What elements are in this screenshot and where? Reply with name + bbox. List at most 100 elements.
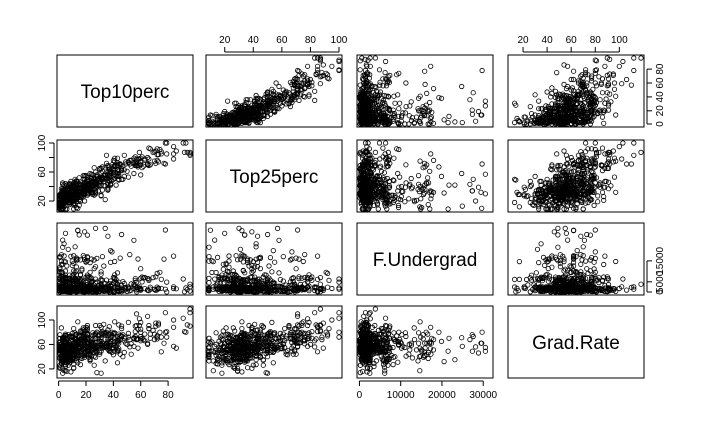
data-point — [595, 199, 601, 205]
data-point — [357, 149, 363, 155]
data-point — [187, 152, 193, 158]
data-point — [294, 90, 301, 97]
data-point — [599, 189, 606, 195]
data-point — [375, 105, 381, 111]
scatter-panel-Top25perc-vs-Grad.Rate — [511, 140, 644, 212]
data-point — [371, 191, 377, 198]
data-point — [60, 193, 66, 199]
data-point — [272, 108, 278, 114]
data-point — [363, 62, 369, 68]
data-point — [317, 58, 323, 64]
data-point — [381, 92, 387, 99]
data-point — [249, 115, 255, 121]
data-point — [113, 170, 119, 176]
data-point — [82, 198, 88, 204]
data-point — [304, 82, 311, 88]
data-point — [246, 117, 252, 124]
data-point — [409, 184, 415, 190]
data-point — [427, 99, 433, 106]
data-point — [164, 151, 170, 157]
data-point — [377, 79, 383, 85]
data-point — [181, 289, 188, 295]
data-point — [364, 179, 370, 185]
data-point — [171, 151, 177, 157]
data-point — [631, 67, 637, 74]
data-point — [363, 86, 369, 92]
data-point — [277, 92, 283, 99]
data-point — [554, 151, 560, 157]
data-point — [296, 72, 302, 79]
data-point — [377, 82, 383, 88]
data-point — [365, 93, 372, 99]
data-point — [243, 97, 249, 103]
data-point — [113, 173, 119, 179]
data-point — [294, 67, 301, 74]
scatter-panel-Top25perc-vs-Top10perc — [57, 140, 193, 212]
data-point — [357, 67, 363, 73]
data-point — [387, 201, 393, 207]
data-point — [125, 174, 131, 180]
data-point — [427, 206, 433, 212]
data-point — [459, 170, 465, 177]
data-point — [372, 175, 378, 182]
data-point — [162, 286, 168, 292]
data-point — [371, 106, 378, 112]
data-point — [366, 82, 372, 88]
data-point — [373, 113, 379, 119]
data-point — [607, 71, 613, 77]
data-point — [91, 180, 97, 186]
data-point — [317, 81, 323, 87]
data-point — [279, 103, 285, 109]
data-point — [283, 88, 289, 94]
data-point — [532, 92, 538, 98]
data-point — [376, 140, 383, 146]
data-point — [424, 90, 430, 97]
data-point — [408, 175, 414, 182]
data-point — [357, 178, 363, 184]
scatter-panel-F.Undergrad-vs-Top25perc — [206, 225, 342, 295]
data-point — [469, 111, 475, 117]
data-point — [409, 115, 415, 121]
data-point — [521, 121, 527, 127]
data-point — [421, 113, 427, 119]
data-point — [619, 156, 625, 162]
data-point — [416, 189, 422, 195]
data-point — [515, 117, 521, 124]
data-point — [430, 86, 437, 92]
data-point — [550, 118, 556, 124]
data-point — [260, 104, 266, 110]
data-point — [294, 86, 301, 92]
data-point — [154, 152, 160, 158]
data-point — [69, 184, 75, 190]
data-point — [240, 259, 246, 265]
data-point — [319, 70, 325, 76]
data-point — [587, 89, 594, 95]
data-point — [314, 55, 321, 61]
data-point — [610, 71, 616, 77]
data-point — [57, 206, 63, 212]
data-point — [360, 106, 366, 112]
data-point — [139, 165, 145, 171]
data-point — [579, 91, 585, 97]
data-point — [394, 72, 400, 78]
data-point — [158, 276, 164, 282]
data-point — [206, 120, 212, 126]
data-point — [588, 113, 595, 119]
data-point — [376, 67, 383, 73]
data-point — [329, 285, 335, 292]
data-point — [578, 261, 584, 267]
data-point — [527, 104, 533, 110]
data-point — [273, 80, 279, 86]
data-point — [581, 100, 588, 106]
data-point — [94, 173, 100, 179]
data-point — [574, 100, 580, 106]
data-point — [397, 100, 403, 106]
data-point — [411, 197, 417, 203]
data-point — [548, 94, 554, 100]
data-point — [479, 205, 485, 211]
data-point — [240, 253, 246, 259]
data-point — [102, 176, 108, 182]
scatter-panel-Top10perc-vs-F.Undergrad — [357, 55, 488, 127]
data-point — [243, 99, 249, 106]
